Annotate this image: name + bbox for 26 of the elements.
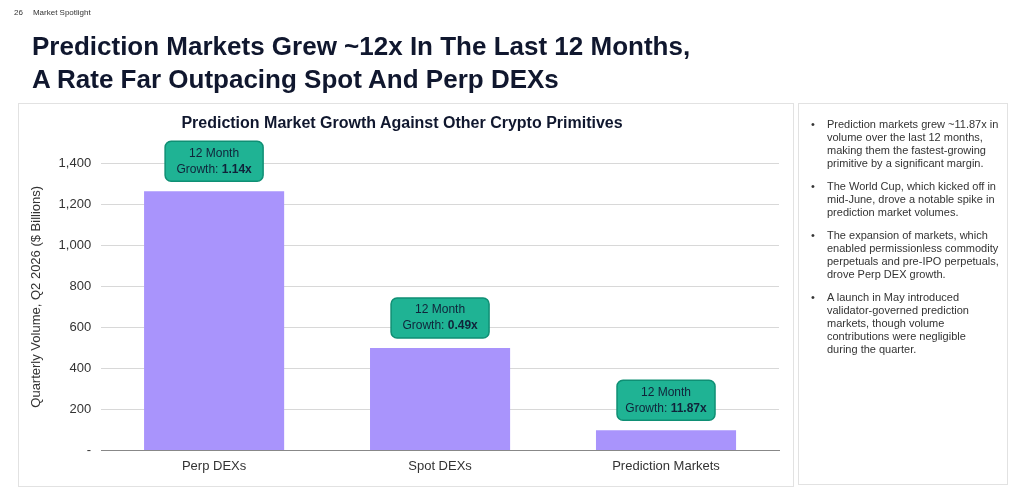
annotation: 12 Month Growth: 11.87x <box>625 384 708 415</box>
text: Market Spotlight <box>32 8 91 17</box>
bar <box>370 348 511 450</box>
text: • The World Cup, which kicked off in mid-June, drove a notable spike in prediction market volumes. <box>811 180 997 219</box>
y-tick-label: 1,400 <box>58 155 92 171</box>
text: • A launch in May introduced validator-governed prediction markets, though volume contributions were negligible during the quarter. <box>811 291 970 356</box>
text: Prediction Markets Grew ~12x In The Last 12 Months, A Rate Far Outpacing Spot And Perp DEXs <box>32 30 692 96</box>
text: • Prediction markets grew ~11.87x in volume over the last 12 months, making them the fastest-growing primitive by a significant margin. <box>811 118 999 170</box>
x-tick-label: Spot DEXs <box>408 457 473 473</box>
y-tick-label: 200 <box>69 401 92 417</box>
y-tick-label: 800 <box>69 278 92 294</box>
x-tick-label: Prediction Markets <box>612 457 721 473</box>
bar <box>144 191 285 450</box>
annotation: 12 Month Growth: 1.14x <box>176 145 253 176</box>
y-axis-title: Quarterly Volume, Q2 2026 ($ Billions) <box>28 185 44 408</box>
y-tick-label: 600 <box>69 319 92 335</box>
y-tick-label: 1,000 <box>58 237 92 253</box>
text: • The expansion of markets, which enabled permissionless commodity perpetuals and pre-IPO perpetuals, drove Perp DEX growth. <box>811 229 999 281</box>
annotation: 12 Month Growth: 0.49x <box>402 302 479 333</box>
y-tick-label: - <box>86 441 92 457</box>
text: 26 <box>14 8 23 17</box>
chart-title: Prediction Market Growth Against Other Crypto Primitives <box>181 114 623 132</box>
bar <box>595 430 737 450</box>
y-tick-label: 400 <box>69 360 92 376</box>
x-tick-label: Perp DEXs <box>181 457 247 473</box>
y-tick-label: 1,200 <box>58 196 92 212</box>
